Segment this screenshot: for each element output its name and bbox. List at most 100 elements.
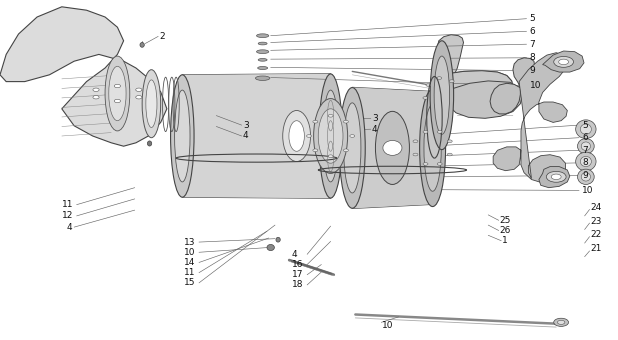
Circle shape	[344, 120, 349, 123]
Ellipse shape	[267, 244, 274, 251]
Text: 4: 4	[372, 125, 378, 134]
Ellipse shape	[171, 75, 194, 197]
Ellipse shape	[375, 112, 409, 184]
Text: 16: 16	[292, 260, 303, 269]
Text: 14: 14	[184, 258, 195, 267]
Text: 9: 9	[582, 171, 588, 180]
Ellipse shape	[434, 56, 449, 134]
Circle shape	[93, 96, 99, 99]
Text: 11: 11	[184, 268, 196, 277]
Circle shape	[344, 149, 349, 152]
Text: 26: 26	[499, 226, 510, 235]
Polygon shape	[352, 87, 433, 208]
Polygon shape	[539, 167, 570, 188]
Text: 10: 10	[382, 321, 394, 329]
Text: 3: 3	[372, 114, 378, 123]
Circle shape	[114, 84, 121, 88]
Polygon shape	[438, 71, 513, 143]
Ellipse shape	[420, 89, 446, 207]
Text: 11: 11	[62, 200, 74, 209]
Ellipse shape	[581, 173, 590, 181]
Circle shape	[557, 320, 565, 324]
Text: 5: 5	[530, 14, 535, 23]
Text: 10: 10	[530, 81, 541, 90]
Circle shape	[551, 174, 561, 180]
Ellipse shape	[383, 140, 402, 155]
Ellipse shape	[581, 142, 590, 150]
Text: 22: 22	[590, 230, 601, 239]
Ellipse shape	[142, 70, 161, 138]
Ellipse shape	[174, 90, 190, 182]
Circle shape	[350, 135, 355, 137]
Text: 6: 6	[582, 133, 588, 142]
Circle shape	[554, 56, 574, 67]
Circle shape	[437, 77, 442, 80]
Text: 5: 5	[582, 121, 588, 130]
Text: 23: 23	[590, 217, 601, 225]
Ellipse shape	[289, 121, 304, 151]
Ellipse shape	[147, 141, 151, 146]
Text: 4: 4	[292, 250, 297, 259]
Text: 10: 10	[184, 248, 196, 257]
Circle shape	[426, 84, 431, 86]
Polygon shape	[182, 74, 331, 198]
Ellipse shape	[258, 67, 268, 69]
Ellipse shape	[575, 152, 596, 171]
Text: 25: 25	[499, 216, 510, 225]
Ellipse shape	[140, 42, 145, 47]
Circle shape	[413, 140, 418, 142]
Circle shape	[136, 88, 142, 91]
Circle shape	[423, 97, 428, 99]
Polygon shape	[442, 71, 513, 106]
Ellipse shape	[339, 87, 365, 208]
Ellipse shape	[318, 109, 343, 163]
Text: 9: 9	[530, 66, 535, 75]
Circle shape	[449, 80, 454, 83]
Ellipse shape	[146, 80, 157, 128]
Circle shape	[437, 131, 442, 133]
Ellipse shape	[580, 156, 591, 167]
Text: 17: 17	[292, 270, 303, 279]
Text: 12: 12	[62, 211, 73, 220]
Polygon shape	[449, 81, 522, 118]
Text: 4: 4	[67, 223, 72, 232]
Polygon shape	[493, 53, 567, 183]
Ellipse shape	[258, 58, 267, 61]
Text: 6: 6	[530, 27, 535, 36]
Ellipse shape	[256, 34, 269, 38]
Text: 8: 8	[530, 53, 535, 62]
Circle shape	[437, 163, 442, 165]
Polygon shape	[490, 58, 535, 114]
Text: 15: 15	[184, 278, 196, 287]
Text: 1: 1	[502, 236, 508, 245]
Text: 13: 13	[184, 238, 196, 246]
Text: 24: 24	[590, 203, 601, 212]
Ellipse shape	[255, 76, 270, 80]
Ellipse shape	[577, 169, 594, 185]
Text: 18: 18	[292, 280, 303, 289]
Text: 10: 10	[582, 186, 594, 195]
Circle shape	[313, 120, 318, 123]
Ellipse shape	[580, 124, 591, 134]
Ellipse shape	[430, 41, 454, 150]
Polygon shape	[438, 35, 464, 95]
Text: 4: 4	[243, 132, 248, 140]
Text: 7: 7	[530, 40, 535, 49]
Circle shape	[554, 318, 569, 326]
Text: 8: 8	[582, 158, 588, 167]
Text: 21: 21	[590, 244, 601, 253]
Ellipse shape	[313, 99, 347, 173]
Ellipse shape	[323, 90, 339, 182]
Circle shape	[136, 96, 142, 99]
Ellipse shape	[256, 50, 269, 54]
Ellipse shape	[577, 139, 594, 154]
Circle shape	[307, 135, 311, 137]
Text: 2: 2	[159, 32, 165, 41]
Circle shape	[423, 131, 428, 133]
Text: 3: 3	[243, 121, 248, 130]
Ellipse shape	[282, 110, 310, 162]
Polygon shape	[543, 51, 584, 72]
Circle shape	[93, 88, 99, 91]
Circle shape	[328, 155, 333, 158]
Circle shape	[447, 140, 452, 142]
